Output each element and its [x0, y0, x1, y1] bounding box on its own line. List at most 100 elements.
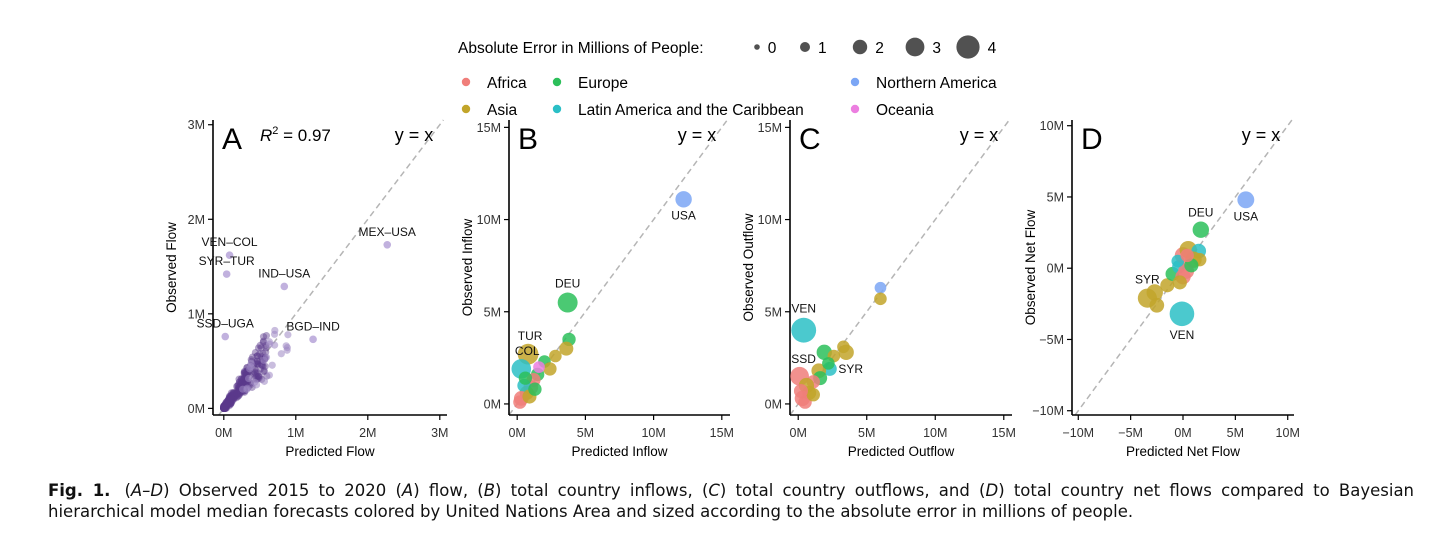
dyad-point: [223, 398, 231, 406]
y-tick-label: 2M: [188, 213, 205, 227]
caption-segment: ) total country net flows compared to Ba…: [48, 481, 1415, 521]
dyad-point: [262, 332, 271, 340]
dyad-point: [225, 398, 233, 406]
dyad-point: [220, 404, 228, 412]
country-label: VEN: [1170, 328, 1195, 342]
dyad-point: [260, 377, 268, 385]
dyad-point: [224, 398, 232, 406]
dyad-point: [226, 397, 234, 406]
identity-annotation: y = x: [678, 125, 717, 145]
dyad-point: [220, 402, 228, 410]
dyad-point: [221, 403, 229, 411]
dyad-point: [226, 397, 234, 406]
dyad-point: [226, 396, 234, 404]
panel-B: 0M 5M 10M 15M 0M 5M 10M 15M Predicted Inflow Obse…: [460, 119, 734, 459]
size-legend-label: 2: [875, 40, 884, 57]
dyad-point: [259, 337, 268, 345]
dyad-point: [220, 404, 228, 412]
y-tick-label: 10M: [758, 213, 782, 227]
dyad-point: [220, 403, 228, 411]
dyad-point: [220, 404, 228, 412]
dyad-label: SSD–UGA: [197, 317, 254, 331]
dyad-point: [227, 400, 235, 408]
dyad-point: [220, 403, 228, 412]
dyad-point: [227, 393, 235, 401]
dyad-point: [221, 400, 229, 408]
area-legend-label: Northern America: [876, 75, 997, 92]
dyad-point: [225, 394, 234, 402]
caption-segment: B: [483, 481, 496, 500]
dyad-point: [271, 341, 279, 349]
dyad-point: [221, 402, 229, 410]
country-point: [528, 382, 542, 396]
dyad-point: [252, 372, 260, 380]
country-label: VEN: [791, 302, 816, 316]
dyad-point: [252, 381, 261, 389]
r-squared-annotation: R2 = 0.97: [260, 125, 331, 145]
dyad-point: [220, 402, 229, 411]
panel-letter: C: [799, 123, 821, 156]
panel-letter: A: [222, 123, 242, 156]
dyad-point: [229, 392, 238, 400]
dyad-point: [220, 404, 228, 412]
dyad-point: [231, 391, 239, 399]
panel-A: 0M 1M 2M 3M 0M 1M 2M 3M Predicted Flow Observed F…: [164, 118, 448, 459]
dyad-point: [221, 401, 229, 409]
caption-segment: C: [708, 481, 720, 500]
dyad-point: [220, 403, 228, 411]
caption-segment: A: [401, 481, 414, 500]
dyad-point: [222, 402, 230, 410]
dyad-point: [220, 404, 228, 412]
labeled-dyad-point: [221, 332, 230, 341]
figure-caption: Fig. 1. (A–D) Observed 2015 to 2020 (A) f…: [48, 480, 1414, 522]
dyad-point: [220, 404, 228, 412]
country-point: [533, 361, 545, 373]
dyad-point: [253, 352, 261, 360]
dyad-point: [220, 404, 228, 412]
dyad-point: [220, 404, 228, 412]
dyad-point: [220, 402, 228, 410]
dyad-point: [220, 404, 228, 412]
dyad-point: [230, 389, 238, 398]
dyad-point: [233, 390, 241, 398]
country-point: [1172, 275, 1187, 290]
dyad-point: [237, 379, 245, 387]
dyad-point: [221, 404, 229, 412]
dyad-point: [223, 402, 231, 410]
panel-letter: D: [1081, 123, 1103, 156]
dyad-point: [220, 404, 228, 412]
dyad-point: [221, 404, 229, 412]
labeled-dyad-point: [225, 251, 234, 260]
dyad-point: [221, 402, 229, 410]
y-tick-label: 0M: [1047, 262, 1064, 276]
area-legend-label: Oceania: [876, 102, 934, 119]
dyad-point: [225, 400, 234, 408]
dyad-point: [223, 400, 231, 408]
dyad-point: [221, 404, 229, 412]
dyad-point: [233, 382, 242, 390]
dyad-label: MEX–USA: [359, 225, 416, 239]
dyad-point: [224, 400, 232, 408]
panel-D: −10M −5M 0M 5M 10M −10M −5M 0M 5M 10M Predicted Ne…: [1023, 119, 1300, 459]
dyad-point: [226, 393, 234, 402]
dyad-point: [221, 403, 229, 411]
dyad-point: [222, 398, 230, 407]
x-tick-label: 5M: [577, 426, 594, 440]
dyad-point: [220, 402, 228, 410]
country-point: [791, 317, 817, 343]
dyad-point: [224, 398, 232, 407]
country-label: COL: [515, 344, 540, 358]
area-legend-key: [552, 104, 562, 114]
y-tick-label: 10M: [1040, 119, 1064, 133]
dyad-point: [238, 379, 246, 387]
dyad-point: [233, 382, 241, 391]
country-point: [557, 292, 578, 313]
dyad-point: [253, 352, 261, 360]
dyad-point: [235, 391, 244, 399]
dyad-point: [220, 402, 228, 410]
dyad-point: [225, 395, 234, 403]
legend: Absolute Error in Millions of People: 0 1 2…: [458, 35, 997, 119]
dyad-point: [220, 404, 228, 412]
y-tick-label: 3M: [188, 118, 205, 132]
dyad-point: [220, 403, 228, 411]
